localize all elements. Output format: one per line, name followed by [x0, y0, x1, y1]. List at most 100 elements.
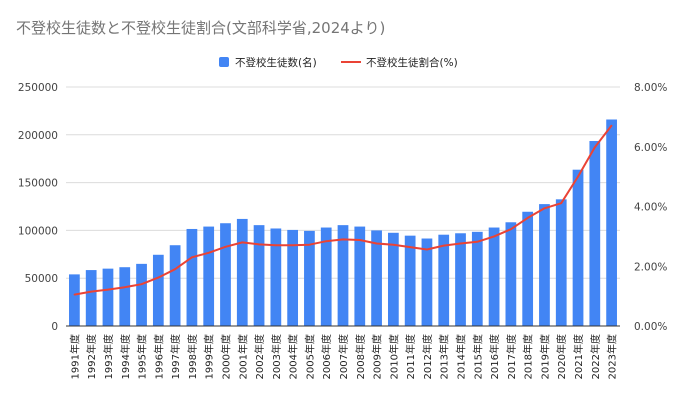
line-point: [308, 243, 311, 246]
bar: [102, 268, 114, 326]
bar: [606, 119, 617, 326]
line-point: [258, 243, 260, 246]
bar: [421, 238, 433, 326]
x-tick-label: 2014年度: [455, 334, 468, 379]
x-tick-label: 2009年度: [371, 334, 384, 379]
bar: [471, 231, 483, 326]
bar: [169, 245, 181, 326]
line-point: [442, 244, 445, 247]
line-point: [426, 248, 428, 251]
legend: 不登校生徒数(名) 不登校生徒割合(%): [219, 56, 458, 69]
bar: [320, 227, 332, 326]
legend-label-line: 不登校生徒割合(%): [366, 56, 458, 69]
x-tick-label: 2023年度: [606, 334, 619, 379]
x-tick-label: 2019年度: [538, 334, 551, 379]
x-tick-label: 2000年度: [219, 334, 232, 379]
left-tick-label: 250000: [18, 82, 58, 94]
line-point: [241, 241, 244, 244]
legend-label-bars: 不登校生徒数(名): [235, 56, 317, 69]
bar: [119, 267, 131, 326]
x-tick-label: 2013年度: [438, 334, 451, 379]
x-tick-label: 2021年度: [572, 334, 585, 379]
bar: [85, 270, 97, 326]
bar: [555, 199, 567, 326]
bar: [488, 227, 500, 326]
right-tick-label: 0.00%: [634, 321, 667, 333]
bar: [455, 233, 466, 326]
x-tick-label: 2003年度: [270, 334, 283, 379]
x-tick-label: 2016年度: [488, 334, 501, 379]
line-point: [560, 202, 563, 205]
x-tick-label: 2020年度: [555, 334, 568, 379]
line-point: [174, 268, 176, 271]
right-tick-label: 2.00%: [634, 261, 667, 273]
line-point: [459, 242, 462, 245]
left-tick-label: 0: [51, 321, 58, 333]
bar: [69, 274, 80, 326]
line-point: [90, 290, 92, 293]
right-axis-ticks: 0.00% 2.00% 4.00% 6.00% 8.00%: [634, 82, 667, 333]
bar: [589, 141, 601, 326]
bar: [539, 204, 550, 326]
x-tick-label: 2005年度: [303, 334, 316, 379]
bar: [354, 226, 366, 326]
line-point: [510, 228, 512, 231]
x-tick-label: 2007年度: [337, 334, 350, 379]
x-tick-label: 1996年度: [152, 334, 165, 379]
line-point: [325, 240, 328, 242]
bar: [136, 263, 147, 326]
x-tick-label: 1991年度: [68, 334, 81, 379]
bar: [438, 234, 450, 326]
x-axis-ticks: 1991年度 1992年度 1993年度 1994年度 1995年度 1996年度 1997…: [68, 334, 618, 379]
x-tick-label: 2015年度: [471, 334, 484, 379]
bar: [236, 218, 248, 326]
x-tick-label: 1992年度: [85, 334, 98, 379]
x-tick-label: 2022年度: [589, 334, 602, 379]
x-tick-label: 2018年度: [522, 334, 535, 379]
bar: [371, 230, 382, 326]
line-point: [224, 246, 227, 248]
bar: [572, 169, 584, 326]
x-tick-label: 2010年度: [387, 334, 400, 379]
line-point: [291, 244, 294, 247]
bar: [304, 230, 315, 326]
bar: [404, 235, 416, 326]
bar: [253, 225, 265, 326]
line-series: [73, 124, 613, 296]
line-point: [191, 256, 193, 259]
left-axis-ticks: 0 50000 100000 150000 200000 250000: [18, 82, 58, 333]
bar: [337, 225, 349, 326]
right-tick-label: 8.00%: [634, 82, 667, 94]
line-point: [73, 293, 76, 296]
bar: [505, 222, 517, 326]
right-tick-label: 6.00%: [634, 142, 667, 154]
bar: [220, 223, 231, 326]
x-tick-label: 2002年度: [253, 334, 266, 379]
bar: [522, 211, 534, 326]
x-tick-label: 2001年度: [236, 334, 249, 379]
x-tick-label: 1994年度: [119, 334, 132, 379]
bar: [186, 228, 198, 326]
line-point: [107, 288, 109, 291]
left-tick-label: 150000: [18, 178, 58, 190]
x-tick-label: 1998年度: [186, 334, 199, 379]
right-tick-label: 4.00%: [634, 202, 667, 214]
line-point: [476, 240, 479, 243]
bar-series: [69, 119, 617, 326]
left-tick-label: 50000: [25, 273, 58, 285]
x-tick-label: 1995年度: [136, 334, 149, 379]
x-tick-label: 2008年度: [354, 334, 367, 379]
legend-swatch-bars: [219, 57, 229, 67]
left-tick-label: 100000: [18, 225, 58, 237]
x-tick-label: 1993年度: [102, 334, 115, 379]
line-point: [594, 146, 596, 149]
bar: [203, 226, 215, 326]
line-point: [342, 238, 344, 241]
line-point: [358, 239, 361, 241]
line-point: [577, 175, 579, 178]
line-point: [543, 207, 546, 210]
line-point: [409, 246, 411, 248]
line-point: [157, 276, 160, 279]
